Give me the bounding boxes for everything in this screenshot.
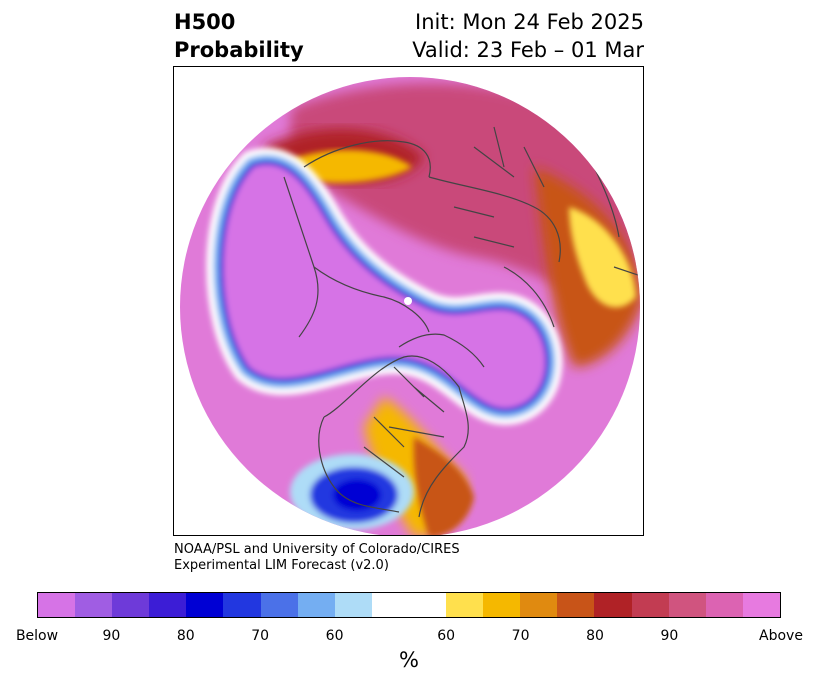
init-date: Init: Mon 24 Feb 2025 xyxy=(415,10,644,34)
colorbar-segment xyxy=(149,593,187,617)
colorbar-segment xyxy=(112,593,150,617)
colorbar-segment xyxy=(705,593,743,617)
colorbar-segment xyxy=(668,593,706,617)
colorbar-segment xyxy=(260,593,298,617)
credit-org: NOAA/PSL and University of Colorado/CIRE… xyxy=(174,542,460,557)
colorbar-segment xyxy=(334,593,372,617)
forecast-dates: Init: Mon 24 Feb 2025 Valid: 23 Feb – 01… xyxy=(412,8,644,64)
pole-marker xyxy=(404,297,412,305)
probability-map xyxy=(173,66,644,536)
credit-model: Experimental LIM Forecast (v2.0) xyxy=(174,558,389,573)
colorbar-tick-label: Above xyxy=(759,628,803,644)
colorbar-segment xyxy=(520,593,558,617)
colorbar-segment xyxy=(186,593,224,617)
colorbar-segment xyxy=(297,593,335,617)
colorbar-tick-label: 90 xyxy=(660,628,679,644)
colorbar-segment xyxy=(371,593,447,617)
colorbar-tick-label: 90 xyxy=(102,628,121,644)
colorbar-segment xyxy=(38,593,76,617)
colorbar-tick-label: 70 xyxy=(511,628,530,644)
colorbar-segment xyxy=(223,593,261,617)
colorbar-tick-label: 60 xyxy=(325,628,344,644)
colorbar-segment xyxy=(483,593,521,617)
colorbar-segment xyxy=(594,593,632,617)
map-svg xyxy=(180,77,640,535)
colorbar-unit: % xyxy=(399,648,419,672)
colorbar-segment xyxy=(75,593,113,617)
colorbar-segment xyxy=(631,593,669,617)
probability-field xyxy=(180,77,640,535)
credit-block: NOAA/PSL and University of Colorado/CIRE… xyxy=(174,542,460,574)
colorbar-segment xyxy=(742,593,780,617)
colorbar-tick-label: 70 xyxy=(251,628,270,644)
colorbar-tick-label: 80 xyxy=(176,628,195,644)
colorbar-segment xyxy=(557,593,595,617)
yellow-band-east xyxy=(569,207,636,308)
map-title: H500 Probability xyxy=(174,8,304,64)
colorbar-tick-label: 80 xyxy=(586,628,604,644)
colorbar-tick-label: 60 xyxy=(437,628,456,644)
warm-ridge-north xyxy=(284,149,412,183)
warm-core-south xyxy=(413,437,474,535)
south-trough-core xyxy=(333,479,381,511)
colorbar-segment xyxy=(446,593,484,617)
colorbar-tick-label: Below xyxy=(15,628,59,644)
colorbar xyxy=(37,592,781,618)
title-variable: H500 xyxy=(174,10,236,34)
valid-range: Valid: 23 Feb – 01 Mar xyxy=(412,38,644,62)
title-type: Probability xyxy=(174,38,304,62)
